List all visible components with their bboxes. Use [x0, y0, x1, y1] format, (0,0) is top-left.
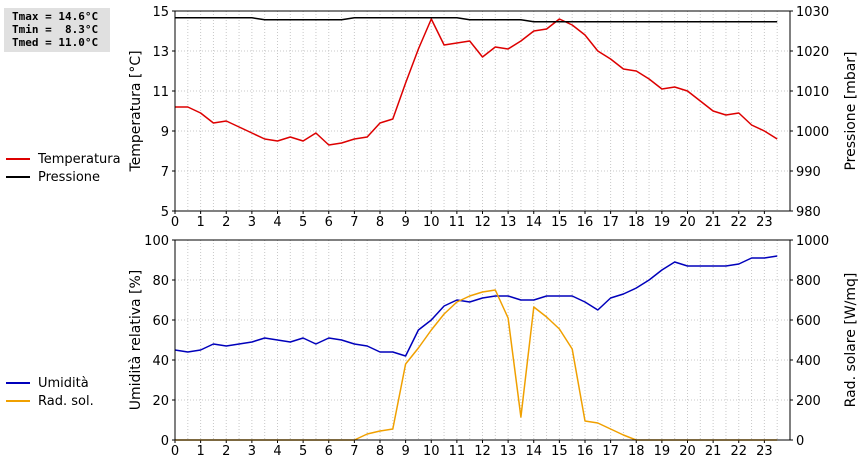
x-tick-label: 16	[577, 215, 594, 230]
y-right-tick-label: 1020	[796, 45, 829, 60]
umidit-legend-label: Umidità	[38, 376, 89, 391]
x-tick-label: 15	[551, 215, 568, 230]
pressione-legend-label: Pressione	[38, 170, 100, 185]
x-tick-label: 0	[171, 215, 179, 230]
x-tick-label: 11	[449, 215, 466, 230]
tmed-value: Tmed = 11.0°C	[12, 36, 99, 49]
x-tick-label: 20	[679, 215, 696, 230]
x-tick-label: 19	[654, 215, 671, 230]
x-tick-label: 5	[299, 215, 307, 230]
x-tick-label: 23	[756, 444, 773, 459]
y-left-tick-label: 60	[152, 314, 169, 329]
x-tick-label: 2	[222, 444, 230, 459]
x-tick-label: 0	[171, 444, 179, 459]
x-tick-label: 21	[705, 215, 722, 230]
humidity-radiation-chart: 0 1 2 3 4 5 6 7 8 9 10 11 12 13 14 15 16 17 18 19 20 21 22 2302…	[6, 234, 859, 459]
x-tick-label: 18	[628, 444, 645, 459]
y-right-tick-label: 600	[796, 314, 821, 329]
y-left-axis-label: Temperatura [°C]	[128, 50, 144, 172]
y-right-axis-label: Rad. solare [W/mq]	[843, 273, 859, 408]
x-tick-label: 22	[730, 215, 747, 230]
x-tick-label: 2	[222, 215, 230, 230]
y-left-tick-label: 100	[144, 234, 169, 249]
x-tick-label: 7	[350, 444, 358, 459]
x-tick-label: 4	[273, 215, 281, 230]
x-tick-label: 4	[273, 444, 281, 459]
y-right-tick-label: 1030	[796, 5, 829, 20]
pressione-series-line	[175, 17, 778, 23]
x-tick-label: 21	[705, 444, 722, 459]
rad-sol-legend-label: Rad. sol.	[38, 394, 94, 409]
y-right-tick-label: 1010	[796, 85, 829, 100]
x-tick-label: 3	[248, 444, 256, 459]
x-tick-label: 7	[350, 215, 358, 230]
x-tick-label: 14	[525, 444, 542, 459]
x-tick-label: 13	[500, 215, 517, 230]
y-left-tick-label: 11	[152, 85, 169, 100]
x-tick-label: 9	[401, 215, 409, 230]
plot-frame	[174, 239, 791, 441]
x-tick-label: 8	[376, 215, 384, 230]
y-right-tick-label: 200	[796, 394, 821, 409]
x-tick-label: 17	[602, 215, 619, 230]
tmin-value: Tmin = 8.3°C	[12, 23, 99, 36]
y-right-tick-label: 400	[796, 354, 821, 369]
y-left-tick-label: 13	[152, 45, 169, 60]
y-left-tick-label: 9	[161, 125, 169, 140]
temperatura-legend-label: Temperatura	[37, 152, 121, 167]
x-tick-label: 3	[248, 215, 256, 230]
y-left-tick-label: 0	[161, 434, 169, 449]
y-right-axis-label: Pressione [mbar]	[843, 51, 859, 170]
y-left-tick-label: 40	[152, 354, 169, 369]
x-tick-label: 17	[602, 444, 619, 459]
x-tick-label: 1	[196, 215, 204, 230]
x-tick-label: 11	[449, 444, 466, 459]
x-tick-label: 16	[577, 444, 594, 459]
y-left-tick-label: 15	[152, 5, 169, 20]
y-left-axis-label: Umidità relativa [%]	[128, 270, 144, 411]
x-tick-label: 20	[679, 444, 696, 459]
umidit-series-line	[174, 255, 778, 357]
x-tick-label: 10	[423, 215, 440, 230]
tmax-value: Tmax = 14.6°C	[12, 10, 99, 23]
x-tick-label: 23	[756, 215, 773, 230]
y-left-tick-label: 5	[161, 205, 169, 220]
x-tick-label: 15	[551, 444, 568, 459]
x-tick-label: 12	[474, 444, 491, 459]
y-right-tick-label: 1000	[796, 234, 829, 249]
x-tick-label: 6	[325, 215, 333, 230]
plot-frame	[174, 10, 791, 212]
y-left-tick-label: 7	[161, 165, 169, 180]
x-tick-label: 8	[376, 444, 384, 459]
x-tick-label: 22	[730, 444, 747, 459]
y-right-tick-label: 800	[796, 274, 821, 289]
x-tick-label: 5	[299, 444, 307, 459]
x-tick-label: 10	[423, 444, 440, 459]
y-right-tick-label: 990	[796, 165, 821, 180]
y-left-tick-label: 80	[152, 274, 169, 289]
temperatura-series-line	[175, 18, 778, 146]
x-tick-label: 1	[196, 444, 204, 459]
x-tick-label: 14	[525, 215, 542, 230]
temperature-stats-box: Tmax = 14.6°C Tmin = 8.3°C Tmed = 11.0°C	[4, 8, 110, 52]
x-tick-label: 9	[401, 444, 409, 459]
x-tick-label: 19	[654, 444, 671, 459]
temp-pressure-chart: 0 1 2 3 4 5 6 7 8 9 10 11 12 13 14 15 16 17 18 19 20 21 22 2357…	[6, 5, 859, 230]
x-tick-label: 6	[325, 444, 333, 459]
y-right-tick-label: 980	[796, 205, 821, 220]
y-left-tick-label: 20	[152, 394, 169, 409]
y-right-tick-label: 0	[796, 434, 804, 449]
x-tick-label: 18	[628, 215, 645, 230]
x-tick-label: 13	[500, 444, 517, 459]
x-tick-label: 12	[474, 215, 491, 230]
y-right-tick-label: 1000	[796, 125, 829, 140]
